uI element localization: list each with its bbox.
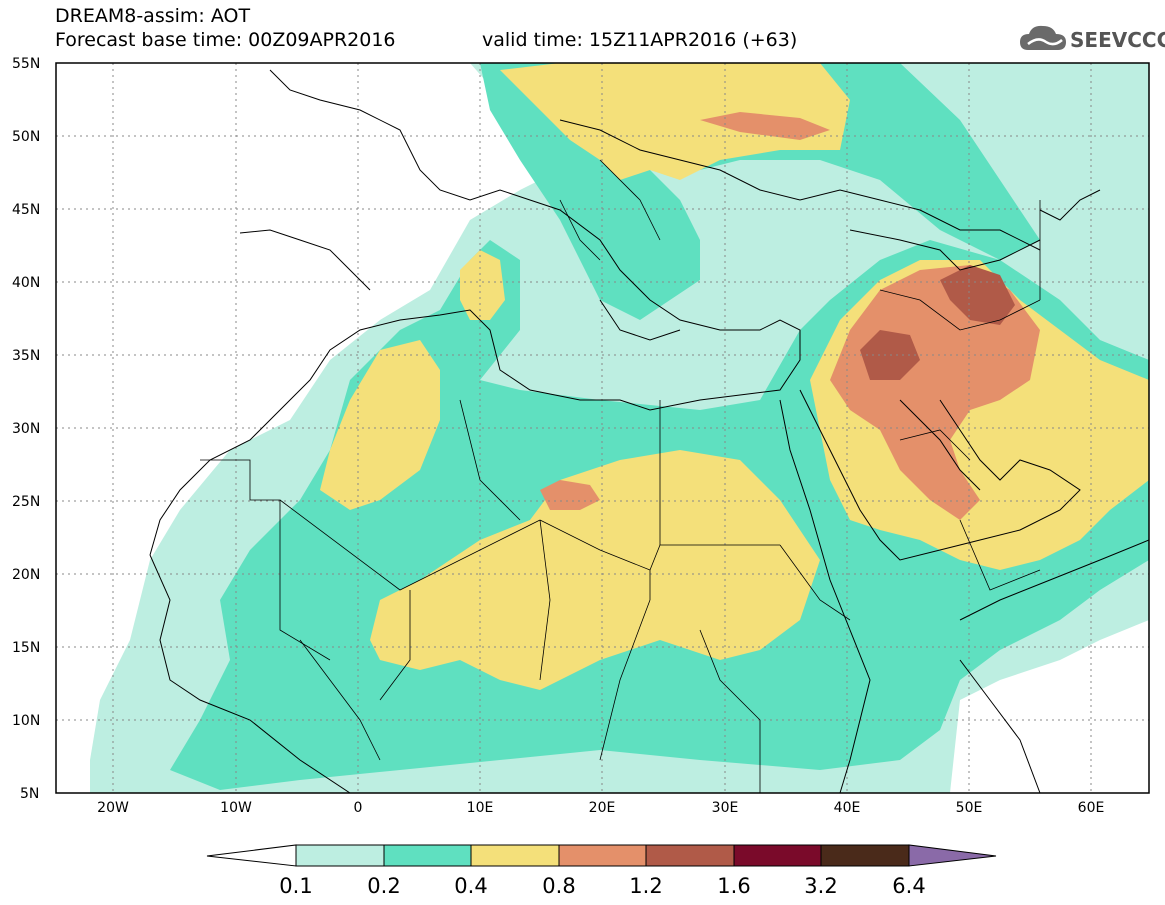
lat-label: 55N [12,56,40,72]
aot-band-0.4-west [320,340,440,510]
coastlines [149,69,1149,793]
colorbar-label: 3.2 [804,874,837,898]
lat-label: 25N [12,494,40,510]
lon-label: 40E [834,800,861,816]
lat-label: 30N [12,421,40,437]
forecast-base-time: Forecast base time: 00Z09APR2016 [55,29,396,51]
aot-band-0.8 [830,265,1040,520]
longitude-labels: 20W 10W 0 10E 20E 30E 40E 50E 60E [97,800,1104,816]
logo-text: SEEVCCC [1070,28,1165,52]
lon-label: 60E [1078,800,1105,816]
colorbar-swatch [558,844,647,867]
aot-contours [90,63,1149,793]
aot-band-1.2-caspian [940,265,1015,325]
colorbar-left-triangle [206,844,297,867]
lat-label: 45N [12,202,40,218]
aot-band-0.4-central [370,450,820,690]
seevccc-logo: SEEVCCC [1018,22,1165,58]
colorbar-label: 0.2 [367,874,400,898]
lon-label: 10E [467,800,494,816]
graticule [56,63,1149,793]
lon-label: 30E [712,800,739,816]
colorbar [206,844,997,867]
map-title: DREAM8-assim: AOT [55,5,251,27]
lon-label: 20W [97,800,129,816]
colorbar-swatch [645,844,735,867]
lat-label: 20N [12,567,40,583]
colorbar-label: 0.1 [279,874,312,898]
colorbar-label: 0.4 [454,874,487,898]
valid-time: valid time: 15Z11APR2016 (+63) [482,29,798,51]
lon-label: 20E [589,800,616,816]
country-borders [200,159,1041,793]
lat-label: 50N [12,129,40,145]
colorbar-labels: 0.1 0.2 0.4 0.8 1.2 1.6 3.2 6.4 [279,874,925,898]
lat-label: 15N [12,640,40,656]
colorbar-label: 1.6 [717,874,750,898]
aot-band-0.8-ukraine [700,112,830,140]
lon-label: 50E [956,800,983,816]
map-frame [55,62,1150,794]
lat-label: 40N [12,275,40,291]
colorbar-right-triangle [908,844,997,867]
latitude-labels: 55N 50N 45N 40N 35N 30N 25N 20N 15N 10N … [12,56,40,802]
colorbar-label: 1.2 [629,874,662,898]
colorbar-swatch [470,844,560,867]
lon-label: 10W [220,800,252,816]
lat-label: 10N [12,713,40,729]
cloud-icon [1020,25,1066,50]
aot-band-0.8-libya [540,480,600,510]
colorbar-swatch [383,844,472,867]
lat-label: 35N [12,348,40,364]
lat-label: 5N [20,786,39,802]
colorbar-label: 6.4 [892,874,925,898]
colorbar-swatch [733,844,822,867]
lon-label: 0 [354,800,363,816]
aot-band-0.4-europe [500,63,850,180]
aot-band-0.4-sardinia [460,250,505,320]
colorbar-label: 0.8 [542,874,575,898]
colorbar-swatch [295,844,385,867]
colorbar-swatch [820,844,910,867]
aot-band-0.2-north [480,63,700,320]
